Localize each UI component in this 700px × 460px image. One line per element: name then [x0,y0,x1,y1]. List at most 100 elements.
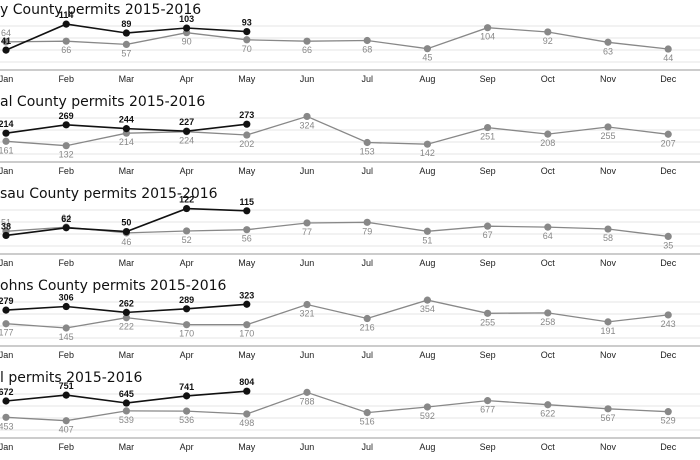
data-label: 208 [540,138,555,148]
data-label: 273 [239,110,254,120]
month-tick-label: Mar [119,74,135,84]
month-tick-label: Dec [660,74,677,84]
data-label: 57 [121,48,131,58]
data-point [484,309,492,317]
data-point [423,45,431,53]
data-point [664,408,672,416]
data-point [484,123,492,132]
chart-panel-5: l permits 2015-2016 Jan Feb Mar Apr May Jun Jul… [0,370,700,452]
data-point [122,40,130,49]
data-label: 45 [422,53,432,63]
data-label: 306 [59,293,74,303]
data-point [363,138,371,147]
data-point [664,45,672,53]
month-tick-label: Jul [361,258,373,268]
data-label: 103 [179,14,194,24]
series-line-earlier-year [5,299,669,329]
data-label: 539 [119,415,134,425]
data-label: 751 [59,381,74,391]
data-point [363,218,371,226]
data-label: 132 [59,150,74,160]
month-tick-label: Oct [541,350,556,360]
data-point [604,318,612,326]
data-label: 93 [242,18,252,28]
data-point [664,232,672,240]
data-point [423,296,431,304]
series-line-earlier-year [5,27,669,50]
data-point [2,320,10,328]
data-point [243,131,251,139]
data-label: 90 [182,37,192,47]
month-tick-label: Feb [58,166,74,176]
data-point [484,397,492,405]
series-line-earlier-year [5,221,669,238]
month-tick-label: Jun [300,74,315,84]
data-label: 243 [661,319,676,329]
data-label: 145 [59,332,74,342]
month-tick-label: Mar [119,166,135,176]
data-point [183,127,191,135]
data-label: 592 [420,411,435,421]
data-label: 51 [422,235,432,245]
month-tick-label: Feb [58,442,74,452]
data-label: 202 [239,139,254,149]
data-point [122,29,130,37]
data-point [544,223,552,231]
month-tick-label: Sep [480,258,496,268]
data-point [604,123,612,131]
data-point [664,311,672,319]
month-tick-label: May [238,74,256,84]
data-point [243,207,251,215]
month-tick-label: Jun [300,350,315,360]
data-label: 52 [182,235,192,245]
data-point [62,302,70,311]
data-label: 622 [540,409,555,419]
data-point [243,28,251,36]
data-point [604,405,612,413]
data-point [122,125,130,133]
month-tick-label: Jul [361,166,373,176]
data-label: 64 [61,213,71,223]
data-label: 67 [483,230,493,240]
data-label: 161 [0,145,14,155]
data-point [544,309,552,317]
data-label: 77 [302,227,312,237]
month-tick-label: Nov [600,442,617,452]
data-label: 64 [543,231,553,241]
data-point [303,388,311,396]
data-label: 70 [242,44,252,54]
data-point [2,231,10,240]
month-tick-label: May [238,258,256,268]
data-point [303,219,311,227]
data-point [62,37,70,45]
data-point [62,324,70,332]
chart-title: sau County permits 2015-2016 [0,186,218,202]
chart-panel-2: al County permits 2015-2016 Jan Feb Mar Apr M… [0,94,700,176]
month-tick-label: Jun [300,258,315,268]
data-label: 255 [600,131,615,141]
data-label: 46 [121,237,131,247]
month-tick-label: Oct [541,74,556,84]
data-label: 89 [121,19,131,29]
data-label: 41 [1,36,11,46]
month-tick-label: Sep [480,350,496,360]
month-tick-label: Nov [600,258,617,268]
data-point [183,227,191,235]
data-point [243,120,251,128]
data-point [2,46,10,54]
month-tick-label: Aug [419,166,435,176]
data-label: 407 [59,425,74,435]
data-label: 35 [663,240,673,250]
data-point [2,129,10,137]
data-point [122,399,130,407]
data-point [243,226,251,234]
data-label: 50 [121,218,131,228]
data-label: 79 [362,226,372,236]
month-tick-label: Jan [0,166,13,176]
chart-title: al County permits 2015-2016 [0,94,205,110]
data-label: 44 [663,53,673,63]
series-line-earlier-year [5,391,669,422]
data-label: 645 [119,389,134,399]
data-point [363,36,371,45]
